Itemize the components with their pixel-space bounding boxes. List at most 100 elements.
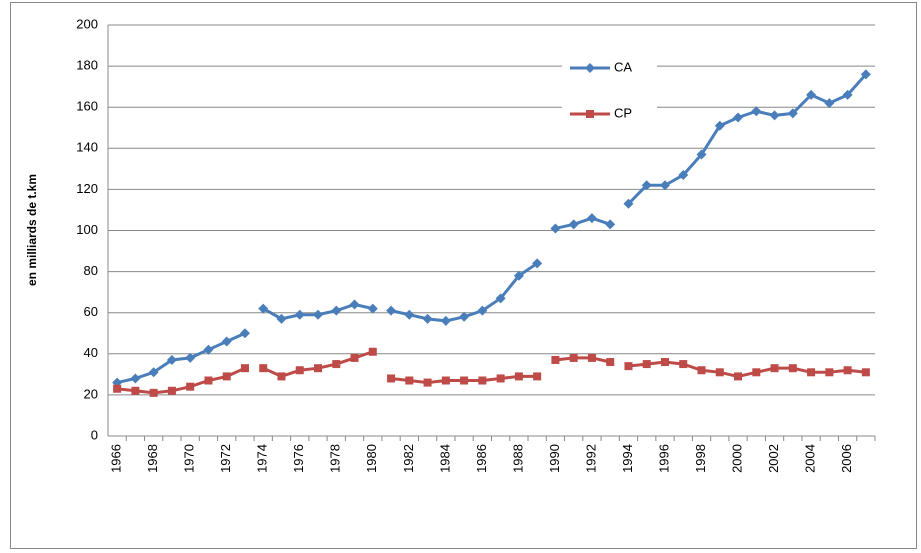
marker bbox=[550, 223, 561, 234]
marker bbox=[532, 258, 543, 269]
legend-label: CP bbox=[614, 105, 632, 120]
marker bbox=[824, 98, 835, 109]
marker bbox=[769, 110, 780, 121]
marker bbox=[843, 366, 852, 375]
marker bbox=[861, 368, 870, 377]
marker bbox=[258, 303, 269, 314]
x-tick-label: 1998 bbox=[693, 444, 708, 473]
legend-box bbox=[562, 50, 657, 130]
marker bbox=[842, 89, 853, 100]
marker bbox=[204, 376, 213, 385]
marker bbox=[734, 372, 743, 381]
marker bbox=[422, 313, 433, 324]
marker bbox=[696, 149, 707, 160]
marker bbox=[641, 180, 652, 191]
marker bbox=[113, 384, 122, 393]
x-tick-label: 1978 bbox=[328, 444, 343, 473]
marker bbox=[714, 120, 725, 131]
y-tick-label: 20 bbox=[84, 386, 98, 401]
marker bbox=[149, 388, 158, 397]
marker bbox=[569, 353, 578, 362]
marker bbox=[441, 376, 450, 385]
marker bbox=[294, 309, 305, 320]
x-tick-label: 1988 bbox=[510, 444, 525, 473]
marker bbox=[806, 89, 817, 100]
marker bbox=[367, 303, 378, 314]
marker bbox=[807, 368, 816, 377]
marker bbox=[787, 108, 798, 119]
x-tick-label: 1990 bbox=[547, 444, 562, 473]
marker bbox=[514, 372, 523, 381]
x-tick-label: 2004 bbox=[803, 444, 818, 473]
x-tick-label: 1980 bbox=[364, 444, 379, 473]
x-tick-label: 1982 bbox=[401, 444, 416, 473]
marker bbox=[222, 372, 231, 381]
marker bbox=[513, 270, 524, 281]
marker bbox=[277, 372, 286, 381]
marker bbox=[240, 364, 249, 373]
marker bbox=[478, 376, 487, 385]
marker bbox=[788, 364, 797, 373]
y-axis-label: en milliards de t.km bbox=[25, 174, 39, 286]
marker bbox=[130, 373, 141, 384]
marker bbox=[404, 309, 415, 320]
marker bbox=[586, 213, 597, 224]
marker bbox=[148, 367, 159, 378]
marker bbox=[221, 336, 232, 347]
marker bbox=[642, 360, 651, 369]
x-tick-label: 1976 bbox=[291, 444, 306, 473]
x-tick-label: 1986 bbox=[474, 444, 489, 473]
marker bbox=[203, 344, 214, 355]
marker bbox=[331, 305, 342, 316]
y-tick-label: 200 bbox=[76, 16, 98, 31]
marker bbox=[605, 219, 616, 230]
marker bbox=[349, 299, 360, 310]
y-tick-label: 180 bbox=[76, 58, 98, 73]
marker bbox=[586, 110, 594, 118]
marker bbox=[585, 63, 595, 73]
marker bbox=[313, 309, 324, 320]
marker bbox=[186, 382, 195, 391]
y-tick-label: 160 bbox=[76, 99, 98, 114]
marker bbox=[751, 106, 762, 117]
x-tick-label: 1992 bbox=[583, 444, 598, 473]
marker bbox=[624, 362, 633, 371]
marker bbox=[259, 364, 268, 373]
marker bbox=[386, 305, 397, 316]
marker bbox=[387, 374, 396, 383]
x-tick-label: 1996 bbox=[656, 444, 671, 473]
marker bbox=[496, 374, 505, 383]
marker bbox=[332, 360, 341, 369]
marker bbox=[295, 366, 304, 375]
x-tick-label: 1970 bbox=[182, 444, 197, 473]
y-tick-label: 0 bbox=[91, 427, 98, 442]
x-tick-label: 1984 bbox=[437, 444, 452, 473]
y-tick-label: 80 bbox=[84, 263, 98, 278]
marker bbox=[678, 170, 689, 181]
marker bbox=[697, 366, 706, 375]
marker bbox=[405, 376, 414, 385]
x-tick-label: 2006 bbox=[839, 444, 854, 473]
y-tick-label: 40 bbox=[84, 345, 98, 360]
marker bbox=[131, 386, 140, 395]
marker bbox=[860, 69, 871, 80]
marker bbox=[350, 353, 359, 362]
marker bbox=[167, 386, 176, 395]
y-tick-label: 120 bbox=[76, 181, 98, 196]
marker bbox=[587, 353, 596, 362]
marker bbox=[606, 358, 615, 367]
marker bbox=[733, 112, 744, 123]
y-tick-label: 140 bbox=[76, 140, 98, 155]
x-tick-label: 1994 bbox=[620, 444, 635, 473]
marker bbox=[239, 328, 250, 339]
marker bbox=[185, 352, 196, 363]
y-tick-label: 100 bbox=[76, 222, 98, 237]
marker bbox=[495, 293, 506, 304]
legend-label: CA bbox=[614, 59, 632, 74]
marker bbox=[533, 372, 542, 381]
marker bbox=[423, 378, 432, 387]
marker bbox=[623, 198, 634, 209]
y-tick-label: 60 bbox=[84, 304, 98, 319]
marker bbox=[825, 368, 834, 377]
